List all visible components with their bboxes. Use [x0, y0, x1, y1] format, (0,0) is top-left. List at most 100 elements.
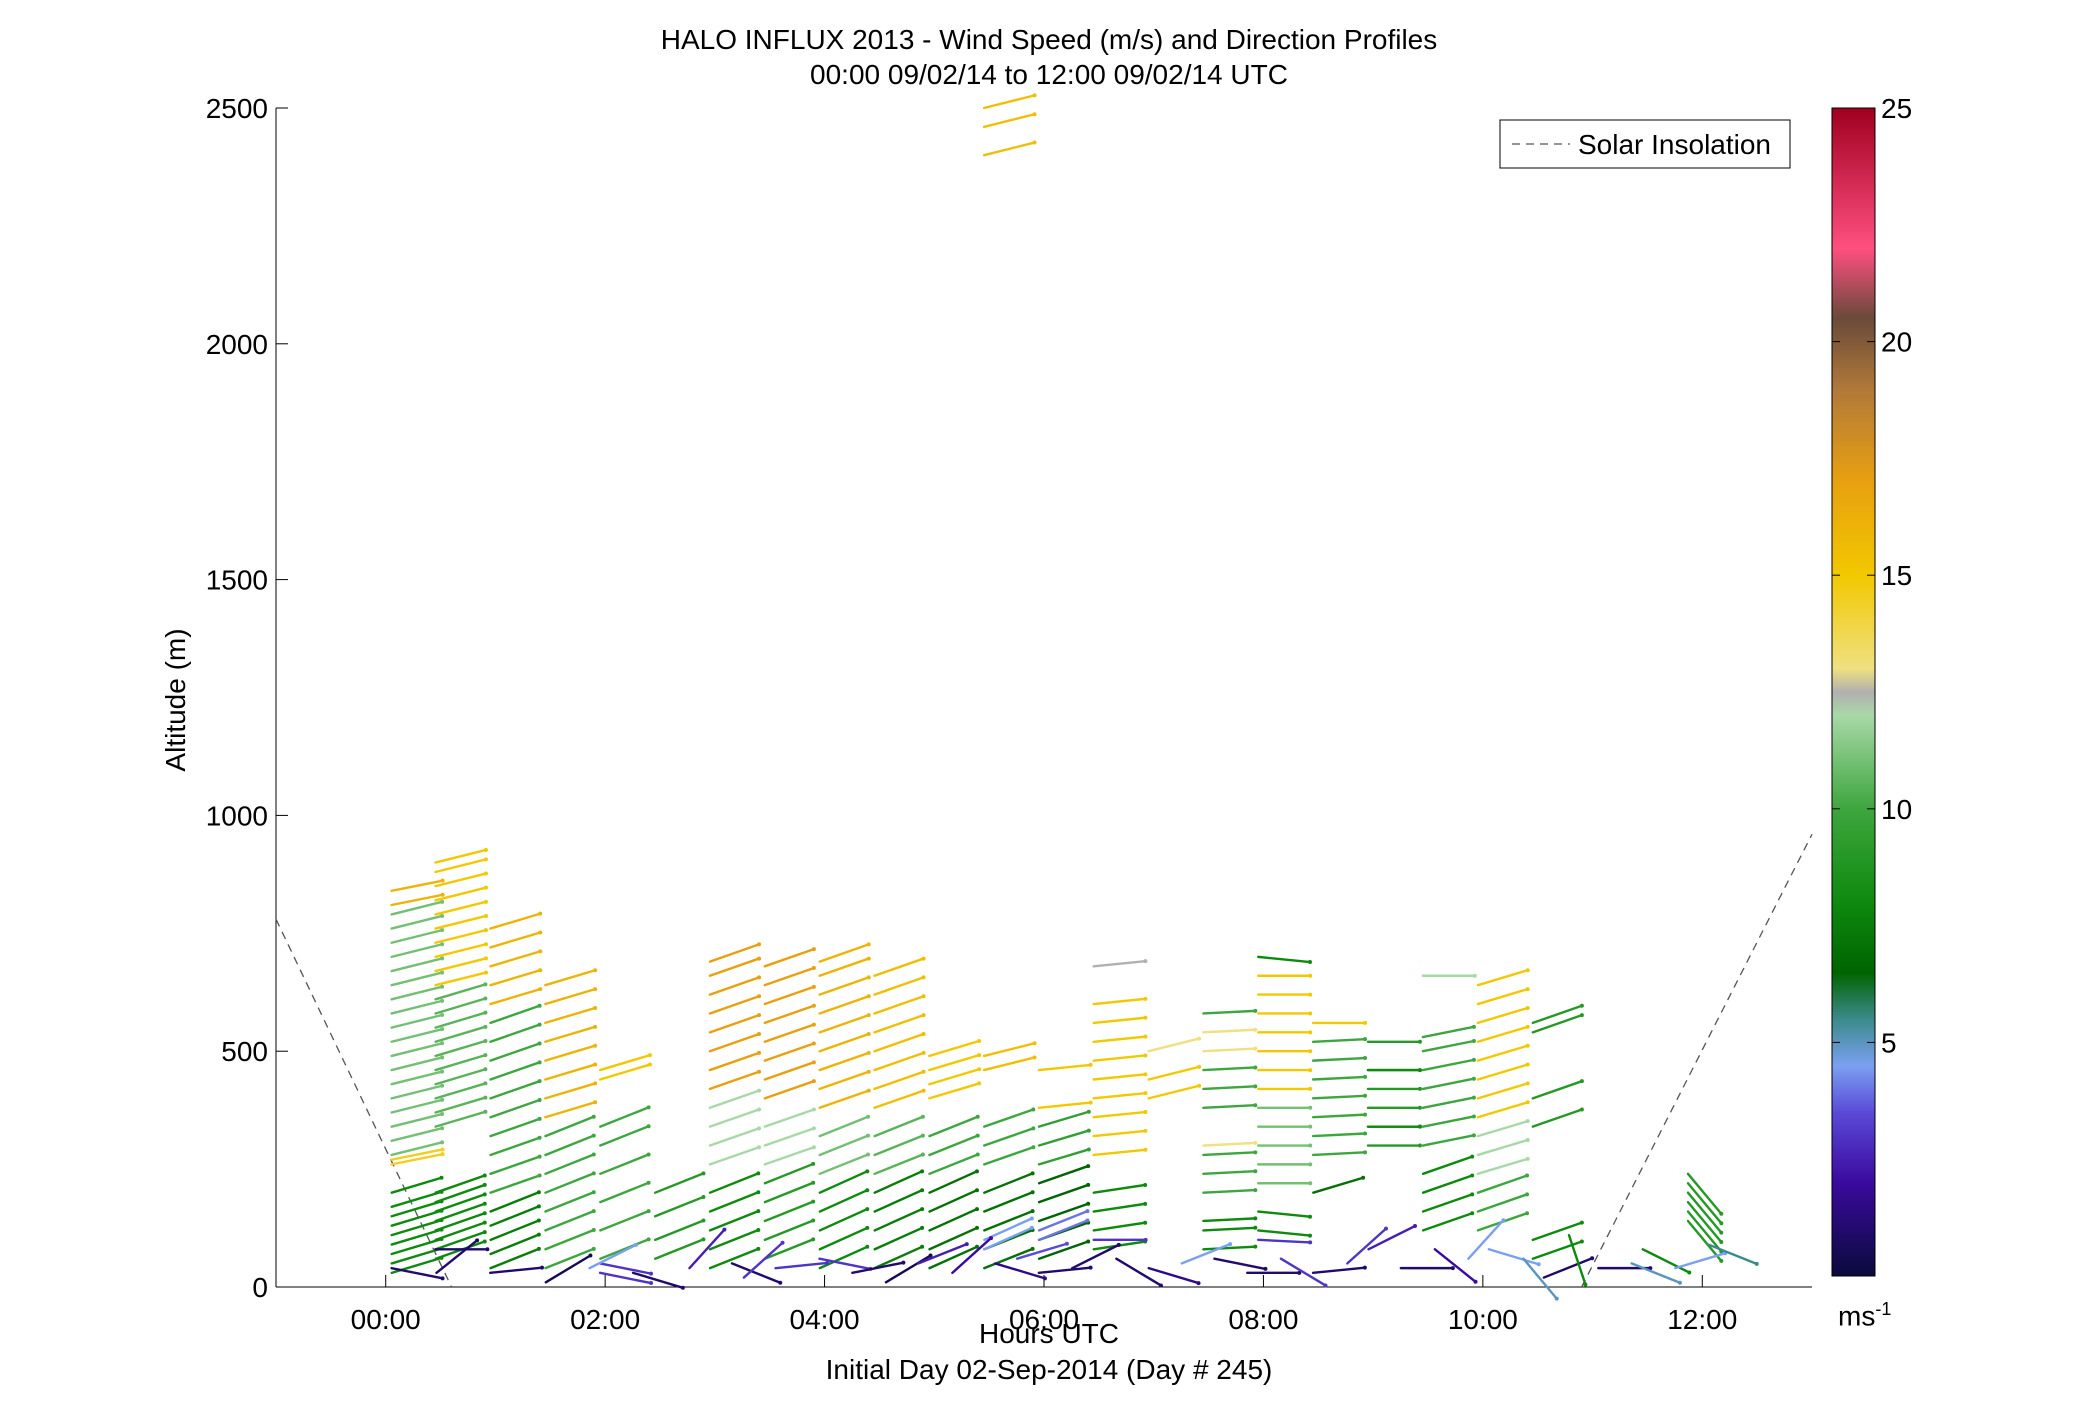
wind-barb-head — [1417, 1039, 1422, 1044]
wind-barb-head — [920, 1133, 925, 1138]
wind-barb — [489, 1155, 541, 1176]
wind-barb-low — [1630, 1262, 1682, 1284]
wind-barb — [1421, 1077, 1476, 1091]
wind-barb — [982, 1056, 1036, 1072]
wind-barb-head — [1253, 1188, 1258, 1193]
wind-barb — [1421, 1096, 1476, 1109]
wind-barb-head — [757, 994, 762, 999]
wind-barb-head — [593, 1024, 598, 1029]
wind-barb-head — [1719, 1258, 1724, 1263]
x-tick-label: 08:00 — [1228, 1304, 1298, 1335]
wind-barb-head — [440, 1013, 445, 1018]
wind-barb-head — [811, 1199, 816, 1204]
wind-barb-head — [921, 1013, 926, 1018]
wind-barb-head — [757, 1069, 762, 1074]
wind-barb-head — [440, 1276, 445, 1281]
wind-barb-head — [1143, 1201, 1148, 1206]
wind-barb — [653, 1195, 705, 1218]
wind-barb — [434, 1230, 486, 1251]
wind-barb-head — [1308, 1086, 1313, 1091]
wind-barb-head — [440, 1055, 445, 1060]
wind-barb-head — [1307, 960, 1312, 965]
y-tick-label: 2000 — [206, 329, 268, 360]
wind-barb — [390, 1247, 443, 1265]
wind-barb — [653, 1172, 705, 1194]
wind-barb-head — [1143, 1128, 1148, 1133]
wind-barb — [489, 1098, 541, 1119]
wind-barb — [818, 1153, 870, 1176]
wind-barb — [1202, 1141, 1257, 1147]
wind-barb-head — [756, 1227, 761, 1232]
wind-barb — [390, 1013, 444, 1029]
colorbar-unit-exponent: -1 — [1875, 1299, 1892, 1319]
wind-barb-head — [811, 1161, 816, 1166]
wind-barb-head — [1363, 1037, 1368, 1042]
wind-barb-head — [440, 984, 445, 989]
wind-barb — [1037, 1219, 1089, 1242]
wind-barb-head — [757, 1013, 762, 1018]
wind-barb-head — [440, 899, 445, 904]
wind-barb-head — [440, 892, 445, 897]
wind-barb — [544, 1006, 597, 1025]
wind-barb — [873, 1051, 925, 1072]
wind-barb-head — [1253, 1150, 1258, 1155]
wind-barb-head — [593, 1100, 598, 1105]
wind-barb — [434, 1221, 486, 1242]
wind-barb — [1202, 1151, 1257, 1157]
wind-barb — [1476, 1082, 1529, 1100]
wind-barb-head — [866, 1133, 871, 1138]
wind-barb-head — [865, 1225, 870, 1230]
wind-barb-head — [591, 1171, 596, 1176]
wind-barb — [390, 1084, 444, 1100]
wind-barb — [390, 893, 444, 907]
wind-barb-head — [537, 1173, 542, 1178]
wind-barb-head — [866, 1013, 871, 1018]
wind-barb — [434, 858, 488, 874]
wind-barb-low — [951, 1236, 993, 1275]
wind-barb-head — [1086, 1147, 1091, 1152]
wind-barb — [928, 1053, 981, 1072]
wind-barb — [708, 1070, 761, 1091]
wind-barb-head — [1253, 1046, 1258, 1051]
wind-barb-head — [1253, 1216, 1258, 1221]
wind-barb-head — [1088, 1062, 1093, 1067]
wind-barb — [818, 1115, 870, 1138]
wind-barb-head — [1363, 1056, 1368, 1061]
wind-barb-head — [756, 1209, 761, 1214]
wind-barb-head — [1417, 1143, 1422, 1148]
wind-barb-head — [1308, 1049, 1313, 1054]
y-tick-label: 2500 — [206, 93, 268, 124]
wind-barb-head — [974, 1207, 979, 1212]
wind-barb — [1092, 1035, 1147, 1043]
wind-barb-head — [1579, 1003, 1584, 1008]
wind-barb — [763, 1042, 816, 1062]
wind-barb-low — [1279, 1257, 1327, 1287]
chart-subtitle: 00:00 09/02/14 to 12:00 09/02/14 UTC — [810, 59, 1288, 90]
wind-barb-head — [591, 1246, 596, 1251]
wind-barb-low — [688, 1228, 726, 1270]
wind-barb — [982, 1042, 1036, 1058]
wind-barb — [1531, 1221, 1584, 1242]
wind-barb — [928, 1039, 981, 1058]
wind-barb-head — [1525, 1081, 1530, 1086]
wind-barb — [763, 947, 816, 968]
wind-barb — [434, 1212, 486, 1232]
wind-barb — [873, 1245, 924, 1270]
wind-barb — [873, 1134, 925, 1157]
wind-barb-head — [1719, 1230, 1724, 1235]
wind-barb-head — [1525, 1100, 1530, 1105]
wind-barb-head — [975, 1133, 980, 1138]
wind-barb-head — [593, 968, 598, 973]
wind-barb-head — [483, 982, 488, 987]
wind-barb — [1092, 1202, 1147, 1213]
wind-barb-head — [1470, 1211, 1475, 1216]
wind-barb-low — [1641, 1248, 1691, 1274]
wind-barb — [434, 886, 488, 902]
wind-barb-low-head — [1677, 1280, 1682, 1285]
wind-barb-head — [920, 1152, 925, 1157]
wind-barb-head — [593, 1081, 598, 1086]
wind-barb — [1531, 1004, 1584, 1025]
wind-barb — [763, 985, 816, 1006]
wind-barb-head — [1579, 1013, 1584, 1018]
wind-barb-head — [1197, 1064, 1202, 1069]
